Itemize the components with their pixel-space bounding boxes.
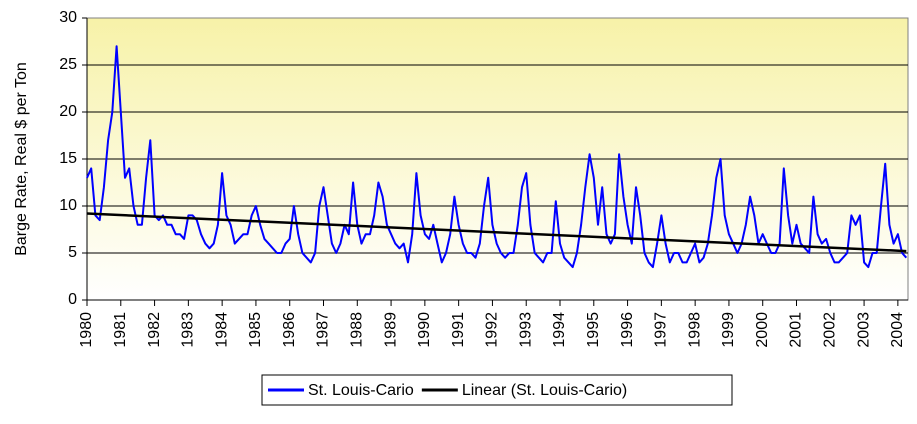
x-tick-label: 1986 [281,312,298,348]
y-tick-label: 20 [59,103,77,120]
x-tick-label: 1998 [686,312,703,348]
x-tick-label: 1991 [450,312,467,348]
legend-label: St. Louis-Cario [308,382,414,399]
x-tick-label: 1995 [585,312,602,348]
y-tick-label: 10 [59,197,77,214]
x-tick-label: 2004 [889,312,906,348]
x-tick-label: 2000 [754,312,771,348]
x-tick-label: 2002 [822,312,839,348]
x-tick-label: 1984 [213,312,230,348]
x-tick-label: 1999 [720,312,737,348]
x-tick-label: 1989 [382,312,399,348]
legend-box [261,374,733,406]
x-tick-label: 1980 [78,312,95,348]
x-tick-label: 1990 [416,312,433,348]
x-tick-label: 1985 [247,312,264,348]
y-tick-label: 5 [68,244,77,261]
y-axis-label: Barge Rate, Real $ per Ton [13,62,30,256]
legend-label: Linear (St. Louis-Cario) [462,382,627,399]
y-tick-label: 15 [59,150,77,167]
series-line [86,212,907,253]
x-tick-label: 2001 [788,312,805,348]
x-tick-label: 1983 [180,312,197,348]
x-tick-label: 1982 [146,312,163,348]
x-tick-label: 2003 [855,312,872,348]
y-tick-label: 0 [68,291,77,308]
x-tick-label: 1996 [619,312,636,348]
x-tick-label: 1992 [484,312,501,348]
x-tick-label: 1988 [349,312,366,348]
x-tick-label: 1993 [517,312,534,348]
y-tick-label: 30 [59,9,77,26]
x-tick-label: 1997 [653,312,670,348]
series-line [86,45,908,269]
x-tick-label: 1987 [315,312,332,348]
y-tick-label: 25 [59,56,77,73]
x-tick-label: 1981 [112,312,129,348]
x-tick-label: 1994 [551,312,568,348]
